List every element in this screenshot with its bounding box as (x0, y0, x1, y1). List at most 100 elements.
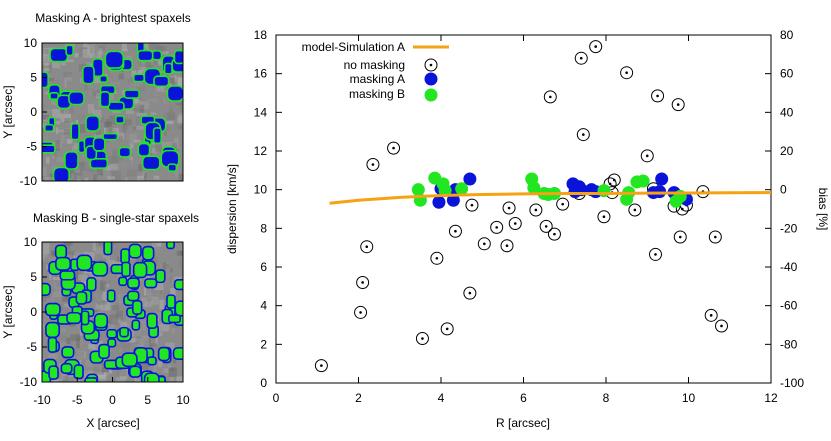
no-masking-point-ring (463, 286, 477, 300)
image-texture-pixel (51, 100, 59, 106)
mask-spaxel-blob (126, 277, 140, 289)
mask-spaxel-blob (155, 269, 166, 284)
image-texture-pixel (64, 107, 74, 114)
image-texture-pixel (157, 368, 165, 378)
image-texture-pixel (105, 126, 117, 131)
image-texture-pixel (55, 140, 61, 151)
no-masking-point-dot (371, 163, 375, 166)
mask-spaxel-blob (132, 261, 148, 279)
image-texture-pixel (89, 294, 99, 299)
image-texture-pixel (142, 167, 145, 177)
image-texture-pixel (64, 124, 73, 128)
no-masking-point-ring (356, 275, 370, 289)
image-texture-pixel (108, 156, 119, 165)
no-masking-point (640, 149, 654, 163)
no-masking-point-dot (468, 291, 472, 295)
no-masking-point (500, 239, 514, 253)
image-texture-pixel (54, 149, 57, 158)
image-texture-pixel (100, 170, 105, 174)
image-texture-pixel (102, 254, 111, 263)
image-texture-pixel (137, 175, 145, 181)
no-masking-point-dot (544, 225, 548, 228)
image-texture-pixel (109, 72, 114, 79)
no-masking-point-dot (454, 229, 457, 233)
image-texture-pixel (112, 318, 121, 324)
no-masking-point-ring (649, 247, 662, 261)
image-texture-pixel (112, 304, 120, 311)
no-masking-point-dot (654, 253, 657, 256)
image-texture-pixel (120, 321, 127, 331)
image-texture-pixel (117, 129, 123, 139)
image-texture-pixel (101, 294, 109, 301)
image-texture-pixel (47, 63, 52, 74)
mask-spaxel-blob (45, 321, 60, 339)
no-masking-point (671, 98, 685, 112)
image-texture-pixel (76, 124, 86, 133)
no-masking-point-dot (361, 281, 364, 284)
image-texture-pixel (57, 342, 68, 353)
image-texture-pixel (56, 127, 59, 135)
image-texture-pixel (89, 53, 101, 58)
main-ytick-label: 12 (254, 144, 268, 158)
image-texture-pixel (51, 317, 61, 325)
image-texture-pixel (111, 171, 121, 181)
image-texture-pixel (169, 105, 173, 109)
image-texture-pixel (133, 139, 141, 143)
image-texture-pixel (174, 166, 179, 178)
mask-spaxel-blob (167, 163, 178, 173)
no-masking-point-dot (602, 215, 606, 219)
image-texture-pixel (134, 376, 146, 382)
main-xtick-label: 4 (438, 391, 445, 405)
image-texture-pixel (104, 127, 109, 136)
no-masking-point-ring (490, 220, 504, 234)
image-texture-pixel (89, 45, 97, 48)
image-texture-pixel (118, 293, 128, 303)
mask-spaxel-blob (137, 142, 151, 157)
image-texture-pixel (51, 58, 61, 69)
image-texture-pixel (162, 71, 170, 79)
image-texture-pixel (93, 87, 100, 95)
image-texture-pixel (42, 82, 52, 94)
masking-a-point (432, 195, 446, 209)
image-texture-pixel (42, 56, 49, 68)
image-texture-pixel (114, 247, 120, 257)
image-texture-pixel (82, 48, 93, 58)
image-texture-pixel (89, 170, 95, 174)
no-masking-point-dot (709, 314, 713, 317)
legend-label-masking-b: masking B (349, 87, 405, 101)
image-texture-pixel (51, 156, 56, 159)
image-texture-pixel (175, 121, 183, 131)
main-xtick-label: 12 (764, 391, 778, 405)
image-texture-pixel (140, 342, 144, 351)
image-texture-pixel (58, 334, 67, 342)
panel-a-title: Masking A - brightest spaxels (35, 11, 190, 25)
image-texture-pixel (87, 44, 95, 55)
mask-spaxel-blob (107, 338, 117, 348)
main-ytick-label: 2 (260, 337, 267, 351)
image-texture-pixel (126, 73, 137, 80)
no-masking-point-ring (576, 128, 590, 142)
image-texture-pixel (92, 48, 101, 52)
main-data-layer (314, 40, 771, 373)
image-texture-pixel (138, 256, 145, 265)
image-texture-pixel (44, 177, 55, 181)
no-masking-point (704, 308, 718, 322)
image-texture-pixel (159, 290, 163, 295)
image-texture-pixel (179, 101, 183, 113)
ytick-label: 10 (24, 36, 38, 50)
no-masking-point (539, 219, 553, 233)
image-texture-pixel (161, 72, 164, 77)
image-texture-pixel (137, 337, 145, 347)
mask-spaxel-blob (174, 300, 183, 317)
image-texture-pixel (151, 55, 154, 66)
main-xtick-label: 0 (273, 391, 280, 405)
no-masking-point (708, 230, 722, 244)
image-texture-pixel (88, 87, 93, 97)
mask-spaxel-blob (104, 50, 125, 69)
image-texture-pixel (100, 170, 111, 177)
masking-b-point (636, 174, 650, 188)
image-texture-pixel (156, 64, 165, 68)
no-masking-point-ring (671, 98, 685, 112)
mask-spaxel-blob (172, 347, 183, 361)
image-texture-pixel (42, 294, 51, 298)
